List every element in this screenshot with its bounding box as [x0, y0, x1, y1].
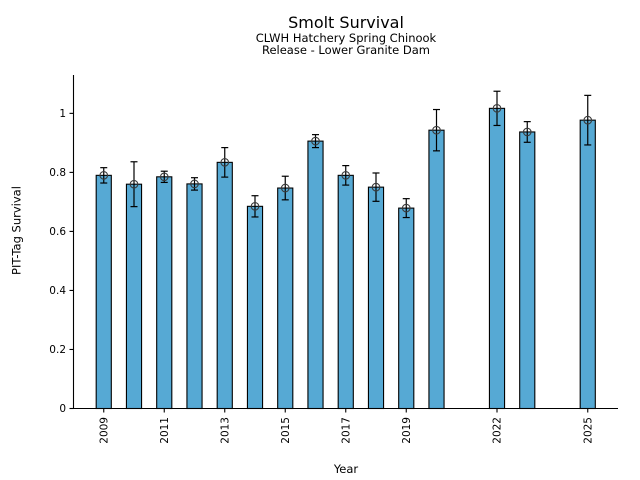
- x-tick-label-2022: 2022: [492, 417, 504, 444]
- mean-marker-2019: [401, 203, 411, 213]
- mean-marker-2009: [99, 170, 109, 180]
- y-tick-label-0: 0: [59, 403, 66, 415]
- bar-2012: [186, 183, 203, 410]
- bar-2018: [367, 186, 385, 410]
- bar-2014: [246, 205, 264, 410]
- mean-marker-2010: [129, 179, 139, 189]
- mean-marker-2011: [159, 172, 169, 182]
- chart-subtitle-line1: CLWH Hatchery Spring Chinook: [255, 31, 437, 45]
- bar-2015: [277, 187, 294, 410]
- bar-2017: [337, 174, 354, 410]
- mean-marker-2023: [522, 127, 532, 137]
- x-tick-label-2013: 2013: [219, 417, 231, 444]
- bar-2022: [488, 107, 506, 410]
- mean-marker-2013: [220, 158, 230, 167]
- x-axis-label: Year: [333, 462, 359, 476]
- bar-2023: [519, 131, 536, 410]
- y-tick-label-0.2: 0.2: [49, 344, 66, 356]
- mean-marker-2015: [280, 183, 290, 193]
- x-tick-label-2017: 2017: [340, 417, 352, 444]
- mean-marker-2020: [432, 125, 441, 135]
- bar-2019: [398, 207, 415, 410]
- mean-marker-2025: [583, 115, 593, 125]
- y-tick-label-0.6: 0.6: [49, 226, 66, 238]
- x-tick-label-2011: 2011: [159, 417, 171, 444]
- chart-subtitle-line2: Release - Lower Granite Dam: [261, 43, 430, 57]
- x-tick-label-2009: 2009: [98, 417, 110, 444]
- mean-marker-2012: [190, 179, 199, 189]
- y-axis-label: PIT-Tag Survival: [9, 186, 24, 275]
- bar-2013: [216, 161, 233, 410]
- y-tick-label-1: 1: [59, 108, 66, 120]
- bar-2010: [125, 183, 143, 410]
- mean-marker-2018: [371, 182, 381, 192]
- mean-marker-2016: [311, 136, 320, 146]
- bar-2011: [156, 176, 173, 410]
- bar-2016: [307, 140, 324, 410]
- mean-marker-2014: [250, 201, 260, 211]
- bar-2009: [95, 174, 112, 410]
- chart-title: Smolt Survival: [288, 13, 404, 32]
- mean-marker-2022: [492, 103, 502, 113]
- x-tick-label-2025: 2025: [582, 417, 594, 444]
- bar-2020: [428, 129, 445, 410]
- bar-2025: [579, 119, 596, 410]
- x-tick-label-2019: 2019: [401, 417, 413, 444]
- y-tick-label-0.8: 0.8: [49, 167, 66, 179]
- y-tick-label-0.4: 0.4: [49, 285, 66, 297]
- mean-marker-2017: [341, 170, 351, 180]
- x-tick-label-2015: 2015: [280, 417, 292, 444]
